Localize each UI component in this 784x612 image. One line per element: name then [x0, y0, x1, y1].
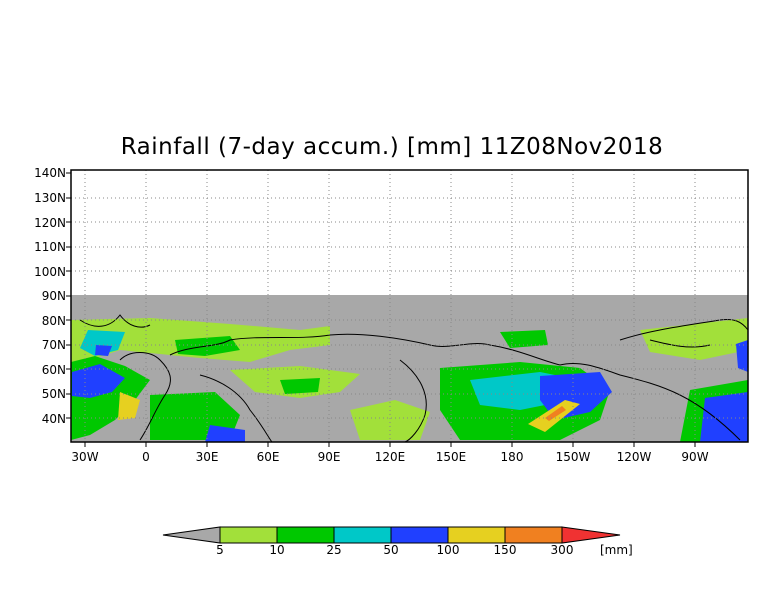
axis-ticks: [66, 172, 696, 447]
colorbar-label: 25: [326, 543, 342, 557]
lon-label: 120E: [374, 450, 406, 464]
lat-label: 120N: [34, 216, 66, 230]
lon-label: 90W: [681, 450, 709, 464]
colorbar-label: 10: [269, 543, 285, 557]
colorbar-label: 300: [550, 543, 574, 557]
lat-label: 60N: [41, 363, 66, 377]
lon-label: 90E: [317, 450, 341, 464]
colorbar-segment: [219, 526, 278, 544]
map-frame: [70, 169, 749, 443]
rainfall-patches: [71, 318, 748, 442]
lon-label: 30E: [195, 450, 219, 464]
lat-label: 80N: [41, 314, 66, 328]
lat-label: 50N: [41, 387, 66, 401]
lon-label: 120W: [616, 450, 652, 464]
colorbar-label: 5: [216, 543, 224, 557]
colorbar-segment: [333, 526, 392, 544]
lon-label: 150W: [555, 450, 591, 464]
map-title: Rainfall (7-day accum.) [mm] 11Z08Nov201…: [120, 134, 664, 160]
colorbar-segment: [447, 526, 506, 544]
lat-label: 40N: [41, 412, 66, 426]
colorbar-segment: [276, 526, 335, 544]
colorbar-label: 100: [436, 543, 460, 557]
lon-label: 150E: [435, 450, 467, 464]
colorbar-segment: [390, 526, 449, 544]
map-gridlines: [71, 170, 748, 442]
lat-label: 100N: [34, 265, 66, 279]
lat-label: 90N: [41, 289, 66, 303]
lat-label: 130N: [34, 191, 66, 205]
colorbar-segment: [162, 526, 221, 544]
lat-label: 70N: [41, 338, 66, 352]
lon-label: 0: [142, 450, 150, 464]
colorbar-segment: [561, 526, 621, 544]
colorbar-segment: [504, 526, 563, 544]
colorbar-unit: [mm]: [600, 543, 633, 557]
lon-label: 180: [500, 450, 524, 464]
lon-label: 30W: [71, 450, 99, 464]
colorbar-label: 50: [383, 543, 399, 557]
lat-label: 110N: [34, 240, 66, 254]
colorbar-label: 150: [493, 543, 517, 557]
lat-label: 140N: [34, 166, 66, 180]
coastlines: [79, 314, 749, 443]
lon-label: 60E: [256, 450, 280, 464]
